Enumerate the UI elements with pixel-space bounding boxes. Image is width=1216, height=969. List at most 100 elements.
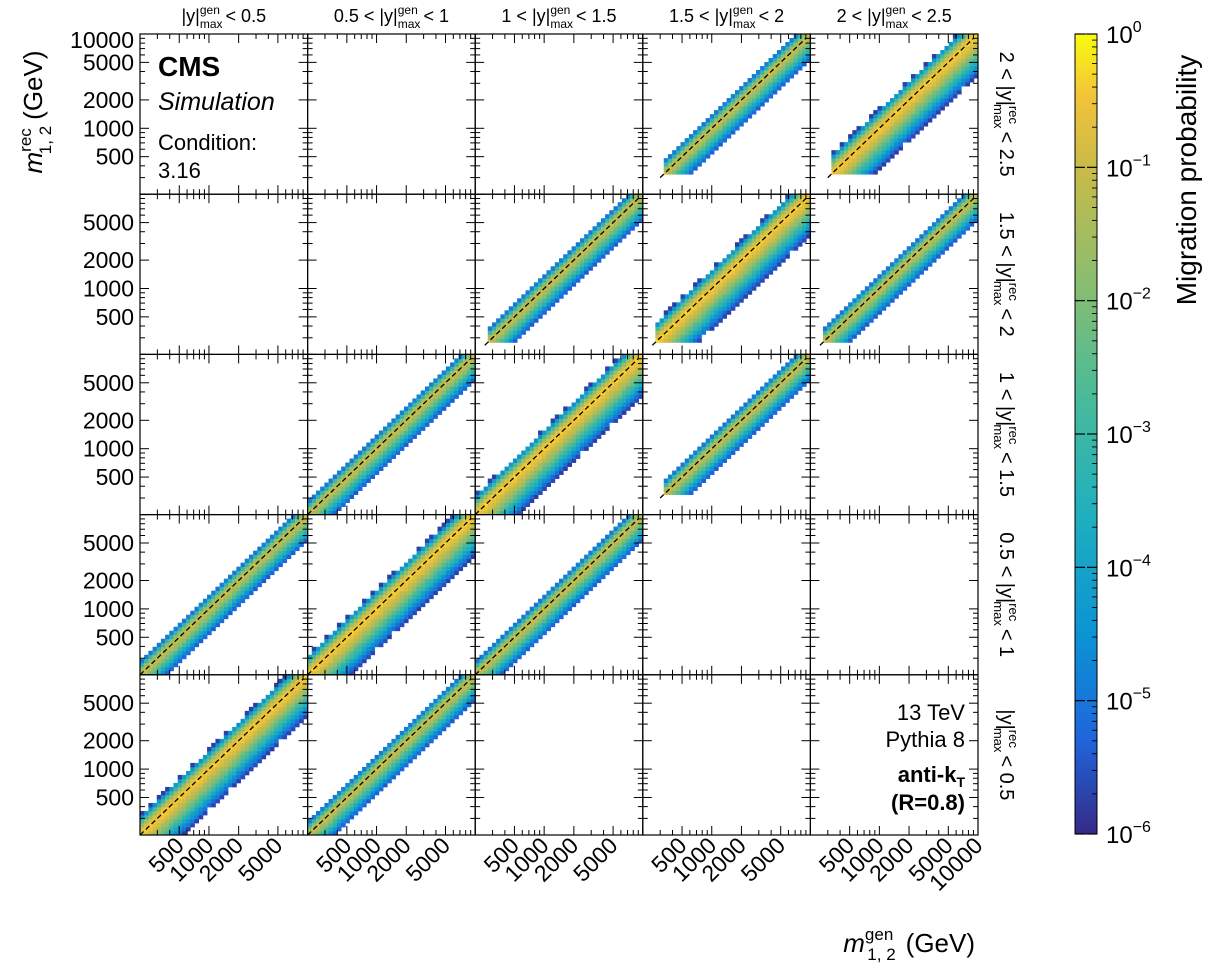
heatmap-cell	[869, 142, 874, 147]
heatmap-cell	[563, 258, 568, 263]
heatmap-cell	[437, 546, 443, 552]
heatmap-cell	[160, 826, 166, 832]
heatmap-cell	[504, 638, 510, 644]
heatmap-cell	[512, 458, 518, 463]
heatmap-cell	[961, 42, 966, 47]
heatmap-cell	[211, 774, 216, 780]
heatmap-cell	[743, 434, 748, 439]
heatmap-cell	[630, 538, 635, 544]
heatmap-cell	[776, 222, 782, 227]
heatmap-cell	[613, 382, 619, 387]
heatmap-cell	[521, 630, 526, 636]
heatmap-cell	[693, 466, 698, 471]
heatmap-cell	[575, 586, 581, 592]
heatmap-cell	[542, 622, 547, 628]
heatmap-cell	[345, 626, 350, 632]
heatmap-cell	[236, 770, 241, 776]
heatmap-cell	[504, 334, 510, 339]
heatmap-cell	[772, 78, 778, 83]
heatmap-cell	[282, 550, 288, 556]
heatmap-cell	[165, 790, 170, 796]
heatmap-cell	[915, 270, 920, 275]
heatmap-cell	[747, 434, 753, 439]
heatmap-cell	[793, 218, 799, 223]
heatmap-cell	[542, 470, 547, 475]
heatmap-cell	[781, 46, 786, 51]
heatmap-cell	[634, 526, 640, 532]
heatmap-cell	[186, 806, 191, 812]
heatmap-cell	[609, 378, 614, 383]
heatmap-cell	[227, 738, 233, 744]
heatmap-cell	[739, 90, 744, 95]
heatmap-cell	[714, 118, 719, 123]
heatmap-cell	[349, 670, 355, 675]
heatmap-cell	[885, 270, 891, 275]
heatmap-cell	[860, 310, 866, 315]
heatmap-cell	[437, 550, 443, 556]
heatmap-cell	[751, 282, 757, 287]
heatmap-cell	[236, 590, 241, 596]
heatmap-cell	[688, 170, 694, 175]
heatmap-cell	[332, 502, 338, 507]
heatmap-cell	[533, 302, 539, 307]
heatmap-cell	[630, 526, 635, 532]
heatmap-cell	[458, 390, 464, 395]
heatmap-cell	[408, 414, 413, 419]
heatmap-cell	[894, 106, 899, 111]
heatmap-cell	[433, 558, 438, 564]
heatmap-cell	[697, 458, 702, 463]
heatmap-cell	[630, 530, 635, 536]
heatmap-cell	[248, 586, 254, 592]
heatmap-cell	[345, 666, 350, 672]
heatmap-cell	[961, 222, 966, 227]
heatmap-cell	[693, 454, 698, 459]
heatmap-cell	[923, 70, 929, 75]
heatmap-cell	[877, 106, 883, 111]
heatmap-cell	[772, 54, 778, 59]
heatmap-cell	[609, 210, 614, 215]
heatmap-cell	[743, 430, 748, 435]
heatmap-cell	[341, 502, 346, 507]
heatmap-cell	[437, 570, 443, 576]
heatmap-cell	[462, 538, 468, 544]
heatmap-cell	[730, 418, 736, 423]
heatmap-cell	[320, 510, 325, 515]
heatmap-cell	[856, 126, 862, 131]
heatmap-cell	[584, 442, 589, 447]
heatmap-cell	[278, 546, 283, 552]
heatmap-cell	[232, 606, 237, 612]
heatmap-cell	[722, 430, 727, 435]
heatmap-cell	[739, 430, 744, 435]
heatmap-cell	[533, 630, 539, 636]
heatmap-cell	[437, 586, 443, 592]
heatmap-cell	[940, 102, 945, 107]
heatmap-cell	[525, 482, 531, 487]
heatmap-cell	[353, 622, 359, 628]
heatmap-cell	[936, 62, 941, 67]
heatmap-cell	[496, 482, 501, 487]
heatmap-cell	[688, 486, 694, 491]
heatmap-cell	[500, 642, 505, 648]
heatmap-cell	[772, 406, 778, 411]
heatmap-cell	[269, 534, 275, 540]
heatmap-cell	[630, 518, 635, 524]
heatmap-cell	[236, 778, 241, 784]
heatmap-cell	[181, 634, 187, 640]
heatmap-cell	[957, 34, 962, 39]
heatmap-cell	[202, 626, 208, 632]
heatmap-cell	[877, 302, 883, 307]
heatmap-cell	[915, 238, 920, 243]
heatmap-cell	[760, 414, 765, 419]
heatmap-cell	[848, 318, 853, 323]
heatmap-cell	[697, 130, 702, 135]
heatmap-cell	[387, 634, 392, 640]
heatmap-cell	[278, 562, 283, 568]
heatmap-cell	[437, 378, 443, 383]
heatmap-cell	[596, 426, 602, 431]
heatmap-cell	[550, 606, 556, 612]
heatmap-cell	[667, 490, 673, 495]
heatmap-cell	[910, 74, 916, 79]
heatmap-cell	[458, 550, 464, 556]
heatmap-cell	[525, 466, 531, 471]
heatmap-cell	[227, 582, 233, 588]
